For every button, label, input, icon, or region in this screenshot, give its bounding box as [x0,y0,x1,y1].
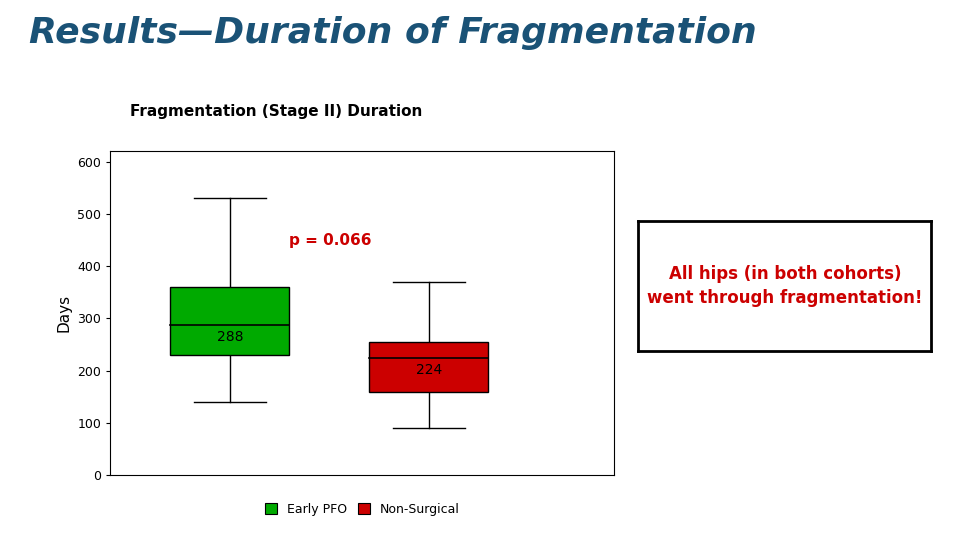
Text: 224: 224 [416,363,442,377]
Y-axis label: Days: Days [57,294,72,332]
Legend: Early PFO, Non-Surgical: Early PFO, Non-Surgical [260,498,465,521]
Text: All hips (in both cohorts)
went through fragmentation!: All hips (in both cohorts) went through … [647,265,923,307]
Text: p = 0.066: p = 0.066 [289,233,372,247]
Text: 288: 288 [217,330,243,344]
Text: Fragmentation (Stage II) Duration: Fragmentation (Stage II) Duration [130,104,422,119]
Bar [170,287,290,355]
Bar [369,342,489,392]
Text: Results—Duration of Fragmentation: Results—Duration of Fragmentation [29,16,756,50]
